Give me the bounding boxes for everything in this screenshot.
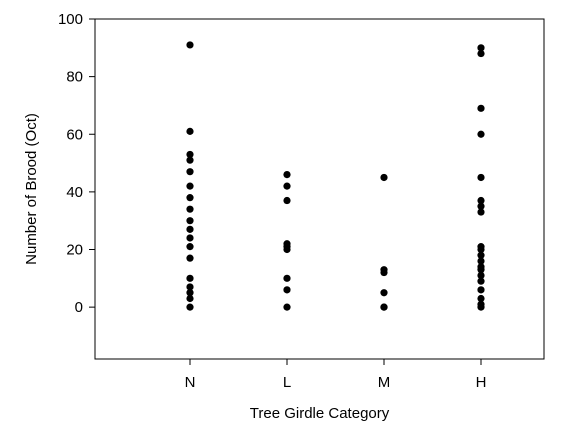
data-point (186, 289, 194, 297)
data-point (477, 49, 485, 58)
data-point (477, 208, 485, 216)
data-point (477, 266, 485, 274)
data-point (186, 294, 194, 303)
data-point (283, 196, 291, 205)
data-point (380, 268, 388, 277)
data-point (186, 41, 194, 49)
data-point (186, 234, 194, 242)
data-point (186, 194, 194, 202)
x-tick-label: M (378, 374, 391, 391)
data-point (186, 283, 194, 291)
data-point (186, 303, 194, 311)
data-point (186, 254, 194, 262)
y-axis-ticks: 0 20 40 60 80 100 (58, 11, 95, 316)
data-point (477, 294, 485, 303)
y-tick-label: 80 (66, 69, 83, 86)
data-point (477, 286, 485, 294)
x-tick-label: H (476, 374, 487, 391)
data-point (477, 303, 485, 311)
data-point (477, 196, 485, 205)
data-point (283, 182, 291, 190)
data-point (186, 127, 194, 135)
data-point (186, 274, 194, 282)
y-tick-label: 100 (58, 11, 83, 28)
data-point (380, 289, 388, 297)
data-point (283, 303, 291, 311)
data-point (477, 130, 485, 138)
data-point (477, 104, 485, 112)
data-point (186, 217, 194, 225)
data-point (283, 274, 291, 282)
data-point (477, 44, 485, 52)
x-tick-label: L (283, 374, 291, 391)
data-point (186, 168, 194, 176)
data-point (380, 173, 388, 182)
plot-frame (94, 18, 545, 360)
y-axis-title: Number of Brood (Oct) (23, 113, 40, 265)
data-point (283, 286, 291, 294)
data-point (477, 271, 485, 280)
data-point (186, 205, 194, 213)
y-tick-label: 0 (75, 299, 83, 316)
data-point (477, 257, 485, 265)
data-points (186, 41, 485, 311)
data-point (186, 243, 194, 251)
data-point (186, 150, 194, 159)
data-point (477, 245, 485, 254)
data-point (186, 182, 194, 190)
y-tick-label: 40 (66, 184, 83, 201)
data-point (477, 173, 485, 182)
x-axis-title: Tree Girdle Category (250, 405, 390, 422)
data-point (186, 156, 194, 164)
data-point (380, 303, 388, 311)
data-point (477, 277, 485, 285)
y-tick-label: 60 (66, 126, 83, 143)
data-point (477, 202, 485, 210)
data-point (283, 245, 291, 254)
data-point (186, 225, 194, 233)
x-tick-label: N (185, 374, 196, 391)
data-point (283, 170, 291, 179)
y-tick-label: 20 (66, 242, 83, 259)
data-point (477, 251, 485, 259)
